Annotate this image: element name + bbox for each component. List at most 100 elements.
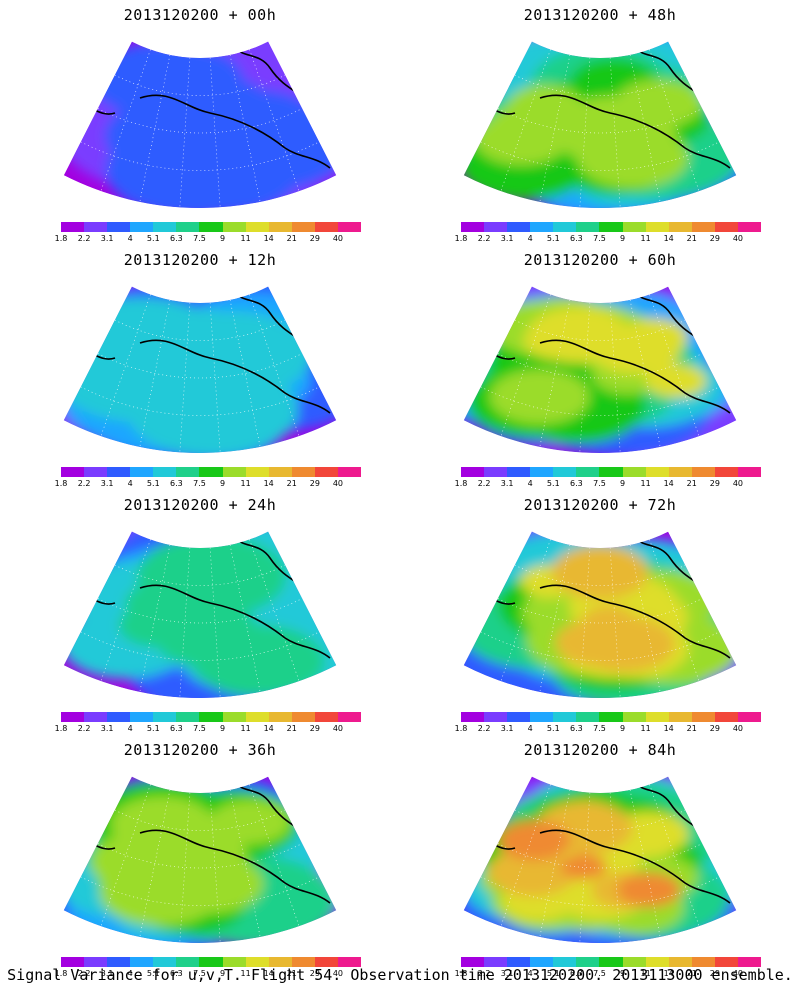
panel-36h: 2013120200 + 36h 1.8 2.2 3.1 4 5.1 6.3 7.5 9 11 1… bbox=[0, 735, 400, 980]
colorbar-swatch bbox=[576, 957, 600, 967]
colorbar-swatch bbox=[314, 467, 338, 477]
colorbar-tick-label: 9 bbox=[619, 479, 626, 488]
colorbar-labels: 1.8 2.2 3.1 4 5.1 6.3 7.5 9 11 14 21 29 40 bbox=[55, 724, 361, 734]
colorbar-swatch bbox=[599, 467, 623, 477]
colorbar-tick-label: 9 bbox=[619, 724, 626, 733]
figure-caption: Signal Variance for u,v,T. Flight 54. Ob… bbox=[7, 966, 793, 984]
colorbar-tick-label: 21 bbox=[286, 479, 297, 488]
colorbar-swatch bbox=[576, 222, 600, 232]
colorbar-swatch bbox=[714, 467, 738, 477]
colorbar-swatch bbox=[576, 712, 600, 722]
colorbar-swatch bbox=[507, 957, 531, 967]
colorbar-tick-label: 40 bbox=[332, 234, 344, 243]
colorbar-swatch bbox=[222, 712, 246, 722]
colorbar-tick-label: 11 bbox=[640, 234, 651, 243]
colorbar-tick-label: 1.8 bbox=[54, 969, 68, 978]
colorbar bbox=[461, 467, 762, 477]
colorbar-tick-label: 1.8 bbox=[54, 724, 68, 733]
colorbar-swatch bbox=[107, 712, 131, 722]
colorbar-tick-label: 3.1 bbox=[500, 234, 514, 243]
variance-map bbox=[463, 286, 737, 453]
colorbar-tick-label: 7.5 bbox=[593, 479, 606, 488]
colorbar-swatch bbox=[268, 957, 292, 967]
colorbar-tick-label: 5.1 bbox=[546, 234, 560, 243]
colorbar-swatch bbox=[176, 467, 200, 477]
colorbar-labels: 1.8 2.2 3.1 4 5.1 6.3 7.5 9 11 14 21 29 40 bbox=[455, 479, 761, 489]
panel-72h: 2013120200 + 72h 1.8 2.2 3.1 4 5.1 6.3 7.5 9 11 1… bbox=[400, 490, 800, 735]
colorbar-swatch bbox=[337, 467, 362, 477]
colorbar-swatch bbox=[130, 957, 154, 967]
colorbar-tick-label: 3.1 bbox=[500, 724, 514, 733]
colorbar-tick-label: 6.3 bbox=[570, 234, 583, 243]
colorbar-swatch bbox=[737, 222, 762, 232]
colorbar-swatch bbox=[622, 712, 646, 722]
colorbar-tick-label: 5.1 bbox=[546, 479, 560, 488]
panel-title: 2013120200 + 84h bbox=[523, 741, 677, 759]
colorbar-tick-label: 7.5 bbox=[593, 234, 606, 243]
colorbar-tick-label: 6.3 bbox=[170, 234, 183, 243]
colorbar-tick-label: 3.1 bbox=[100, 724, 114, 733]
colorbar-swatch bbox=[484, 467, 508, 477]
colorbar-tick-label: 29 bbox=[309, 724, 320, 733]
variance-field bbox=[463, 776, 737, 943]
colorbar-swatch bbox=[245, 222, 269, 232]
colorbar-tick-label: 11 bbox=[640, 479, 651, 488]
colorbar-swatch bbox=[691, 712, 715, 722]
colorbar-swatch bbox=[645, 467, 669, 477]
colorbar bbox=[61, 957, 362, 967]
colorbar-tick-label: 14 bbox=[263, 234, 274, 243]
variance-field bbox=[463, 41, 737, 208]
colorbar-swatch bbox=[107, 957, 131, 967]
colorbar-swatch bbox=[291, 712, 315, 722]
colorbar-labels: 1.8 2.2 3.1 4 5.1 6.3 7.5 9 11 14 21 29 40 bbox=[455, 969, 761, 979]
colorbar-swatch bbox=[484, 712, 508, 722]
colorbar-swatch bbox=[530, 467, 554, 477]
colorbar-swatch bbox=[622, 467, 646, 477]
colorbar-tick-label: 4 bbox=[527, 724, 533, 733]
colorbar-swatch bbox=[199, 467, 223, 477]
colorbar bbox=[461, 712, 762, 722]
colorbar-tick-label: 3.1 bbox=[100, 479, 114, 488]
colorbar-swatch bbox=[245, 467, 269, 477]
colorbar-tick-label: 21 bbox=[286, 234, 297, 243]
colorbar-tick-label: 7.5 bbox=[193, 234, 206, 243]
colorbar-tick-label: 1.8 bbox=[454, 234, 468, 243]
colorbar-labels: 1.8 2.2 3.1 4 5.1 6.3 7.5 9 11 14 21 29 40 bbox=[55, 479, 361, 489]
colorbar-swatch bbox=[153, 467, 177, 477]
colorbar-swatch bbox=[337, 957, 362, 967]
colorbar-swatch bbox=[176, 222, 200, 232]
colorbar-tick-label: 29 bbox=[709, 969, 720, 978]
panel-title: 2013120200 + 00h bbox=[123, 6, 277, 24]
variance-map bbox=[463, 531, 737, 698]
colorbar-swatch bbox=[599, 712, 623, 722]
colorbar-tick-label: 7.5 bbox=[193, 724, 206, 733]
colorbar-tick-label: 11 bbox=[640, 969, 651, 978]
colorbar-tick-label: 40 bbox=[732, 969, 744, 978]
colorbar-swatch bbox=[130, 712, 154, 722]
colorbar-tick-label: 6.3 bbox=[170, 479, 183, 488]
colorbar-tick-label: 29 bbox=[709, 724, 720, 733]
colorbar-labels: 1.8 2.2 3.1 4 5.1 6.3 7.5 9 11 14 21 29 40 bbox=[55, 234, 361, 244]
colorbar-swatch bbox=[576, 467, 600, 477]
colorbar-tick-label: 3.1 bbox=[100, 969, 114, 978]
panel-title: 2013120200 + 48h bbox=[523, 6, 677, 24]
colorbar-tick-label: 5.1 bbox=[146, 479, 160, 488]
colorbar-tick-label: 11 bbox=[240, 969, 251, 978]
variance-map bbox=[63, 776, 337, 943]
colorbar-swatch bbox=[176, 957, 200, 967]
panel-12h: 2013120200 + 12h 1.8 2.2 3.1 4 5.1 6.3 7.5 9 11 1… bbox=[0, 245, 400, 490]
colorbar-swatch bbox=[84, 957, 108, 967]
colorbar-swatch bbox=[645, 712, 669, 722]
colorbar-tick-label: 9 bbox=[219, 479, 226, 488]
colorbar-tick-label: 1.8 bbox=[454, 724, 468, 733]
panel-60h: 2013120200 + 60h 1.8 2.2 3.1 4 5.1 6.3 7.5 9 11 1… bbox=[400, 245, 800, 490]
colorbar-swatch bbox=[599, 222, 623, 232]
colorbar-tick-label: 6.3 bbox=[570, 479, 583, 488]
colorbar-swatch bbox=[337, 712, 362, 722]
colorbar-tick-label: 14 bbox=[263, 479, 274, 488]
colorbar-swatch bbox=[153, 712, 177, 722]
colorbar-swatch bbox=[691, 467, 715, 477]
colorbar-swatch bbox=[645, 957, 669, 967]
colorbar-tick-label: 40 bbox=[732, 479, 744, 488]
colorbar bbox=[461, 957, 762, 967]
